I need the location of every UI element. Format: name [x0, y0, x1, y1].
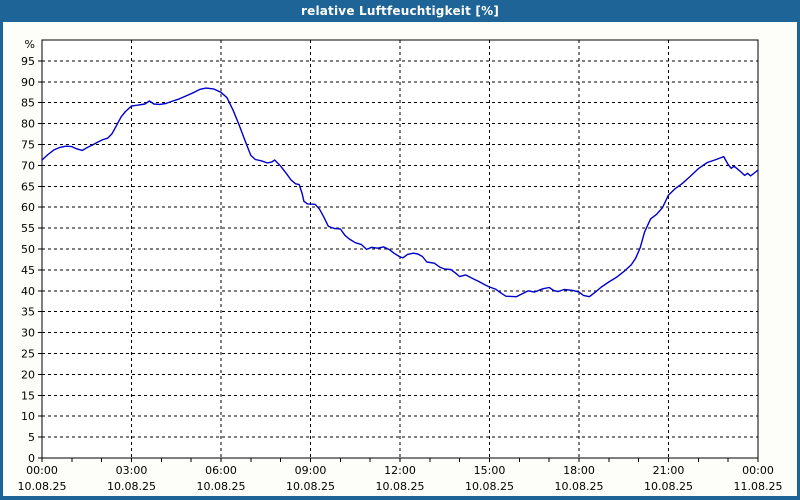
y-tick-label: 25	[21, 348, 35, 361]
y-tick-label: 15	[21, 389, 35, 402]
x-tick-date-label: 10.08.25	[376, 480, 425, 493]
x-tick-time-label: 18:00	[563, 464, 595, 477]
y-tick-label: 55	[21, 222, 35, 235]
y-tick-label: 5	[28, 431, 35, 444]
y-tick-label: 20	[21, 368, 35, 381]
y-tick-label: 30	[21, 327, 35, 340]
x-tick-date-label: 10.08.25	[107, 480, 156, 493]
y-tick-label: 70	[21, 159, 35, 172]
chart-area: 0 5 10 15 20 25 30 35 40 45 50 55 60 65 70 75 80 85 90 95% 0…	[3, 22, 797, 496]
y-tick-label: 80	[21, 118, 35, 131]
window-titlebar: relative Luftfeuchtigkeit [%]	[0, 0, 800, 22]
plot-border	[41, 39, 759, 459]
y-tick-label: 60	[21, 201, 35, 214]
x-tick-time-label: 00:00	[742, 464, 774, 477]
x-tick-date-label: 10.08.25	[555, 480, 604, 493]
y-tick-label: 40	[21, 285, 35, 298]
x-tick-date-label: 11.08.25	[734, 480, 783, 493]
x-tick-time-label: 06:00	[205, 464, 237, 477]
y-tick-label: 90	[21, 76, 35, 89]
y-axis-unit-label: %	[25, 38, 35, 51]
y-tick-label: 95	[21, 55, 35, 68]
y-tick-label: 65	[21, 180, 35, 193]
y-tick-label: 10	[21, 410, 35, 423]
y-tick-label: 85	[21, 97, 35, 110]
y-tick-label: 75	[21, 139, 35, 152]
x-tick-time-label: 21:00	[653, 464, 685, 477]
humidity-line-chart: 0 5 10 15 20 25 30 35 40 45 50 55 60 65 70 75 80 85 90 95% 0…	[18, 38, 783, 493]
y-tick-label: 45	[21, 264, 35, 277]
x-tick-date-label: 10.08.25	[197, 480, 246, 493]
x-tick-time-label: 15:00	[474, 464, 506, 477]
x-tick-date-label: 10.08.25	[18, 480, 67, 493]
x-tick-date-label: 10.08.25	[465, 480, 514, 493]
x-tick-time-label: 09:00	[295, 464, 327, 477]
x-tick-time-label: 12:00	[384, 464, 416, 477]
x-tick-date-label: 10.08.25	[644, 480, 693, 493]
y-tick-label: 50	[21, 243, 35, 256]
y-tick-label: 35	[21, 306, 35, 319]
x-tick-time-label: 00:00	[26, 464, 58, 477]
x-tick-date-label: 10.08.25	[286, 480, 335, 493]
humidity-series-line	[41, 87, 759, 298]
window-title: relative Luftfeuchtigkeit [%]	[300, 4, 500, 18]
y-tick-label: 0	[28, 452, 35, 465]
x-tick-time-label: 03:00	[116, 464, 148, 477]
